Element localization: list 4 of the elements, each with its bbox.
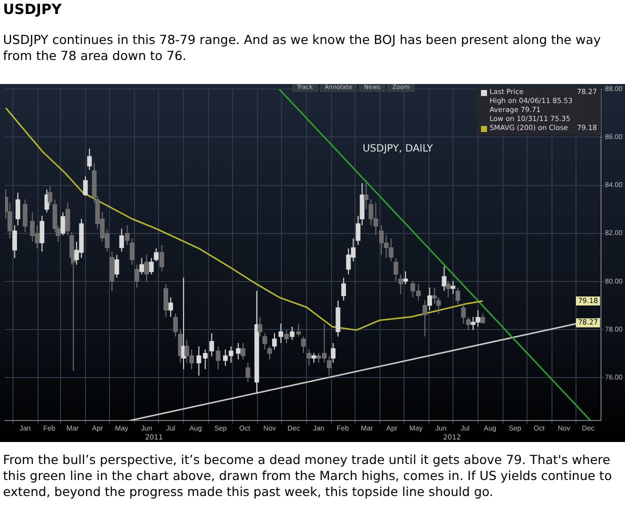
annotation: USDJPY, DAILY (362, 143, 434, 154)
chart-title: USDJPY (3, 2, 62, 18)
chart-subtitle: USDJPY continues in this 78-79 range. And as we know the BOJ has been present along the way from the 78 area down to 76. (3, 32, 602, 64)
text: From the bull’s perspective, it’s become a dead money trade until it gets above 79. That's where this green line in the chart above, drawn from the March highs, comes in. If US yields continue to extend, beyond the progress made this past week, this topside line should go. (3, 452, 613, 500)
